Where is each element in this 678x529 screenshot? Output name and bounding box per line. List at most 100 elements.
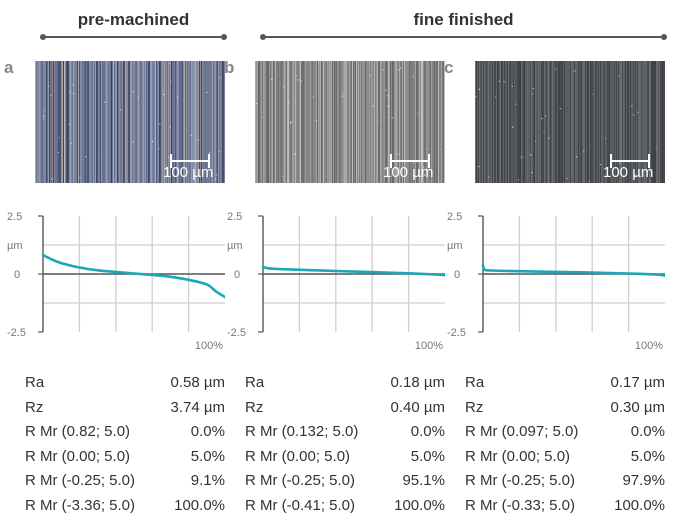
metric-row: R Mr (0.00; 5.0) 5.0%: [465, 445, 665, 470]
bearing-ratio-curve: [261, 265, 445, 277]
bracket-end-dot: [40, 34, 46, 40]
metric-value: 5.0%: [190, 447, 225, 465]
scale-bar-tick: [170, 154, 172, 168]
scale-bar-label: 100 µm: [383, 164, 434, 181]
metric-value: 95.1%: [402, 472, 445, 489]
metric-row: Ra 0.58 µm: [25, 371, 225, 396]
metric-row: R Mr (-0.25; 5.0) 97.9%: [465, 469, 665, 494]
metric-name: R Mr (-0.33; 5.0): [465, 496, 576, 514]
bracket-end-dot: [260, 34, 266, 40]
y-tick-label: 0: [234, 269, 240, 281]
roughness-table: Ra 0.18 µm Rz 0.40 µm R Mr (0.132; 5.0) 0.0% R…: [245, 371, 445, 518]
panel-c: c 100 µm 2.5 0 -2.5 µm 100% Ra 0.17 µm Rz 0.30 …: [440, 54, 665, 529]
metric-name: R Mr (0.00; 5.0): [25, 447, 131, 465]
y-tick-label: -2.5: [447, 327, 466, 339]
metric-value: 100.0%: [174, 496, 225, 514]
panel-b: b 100 µm 2.5 0 -2.5 µm 100% Ra 0.18 µm Rz 0.40 …: [220, 54, 445, 529]
panel-label: b: [224, 58, 235, 77]
metric-value: 0.40 µm: [390, 398, 446, 416]
metric-value: 0.0%: [630, 423, 665, 440]
metric-row: Rz 3.74 µm: [25, 396, 225, 421]
scale-bar-tick: [648, 154, 650, 168]
y-axis-label: µm: [227, 240, 243, 252]
metric-row: R Mr (0.132; 5.0) 0.0%: [245, 420, 445, 445]
panel-label: c: [444, 58, 454, 77]
y-tick-label: 2.5: [447, 211, 462, 223]
metric-name: R Mr (-0.41; 5.0): [245, 496, 356, 514]
metric-row: R Mr (0.00; 5.0) 5.0%: [245, 445, 445, 470]
metric-name: Ra: [465, 374, 485, 391]
scale-bar-line: [610, 160, 650, 162]
metric-value: 97.9%: [622, 472, 665, 489]
metric-value: 0.30 µm: [610, 398, 666, 416]
scale-bar-tick: [390, 154, 392, 168]
scale-bar-label: 100 µm: [163, 164, 214, 181]
metric-row: R Mr (-0.41; 5.0) 100.0%: [245, 494, 445, 519]
scale-bar-tick: [208, 154, 210, 168]
bearing-ratio-curve: [41, 253, 225, 299]
metric-row: R Mr (0.00; 5.0) 5.0%: [25, 445, 225, 470]
metric-row: R Mr (0.097; 5.0) 0.0%: [465, 420, 665, 445]
bearing-ratio-chart: 2.5 0 -2.5 µm 100%: [227, 211, 445, 352]
roughness-table: Ra 0.58 µm Rz 3.74 µm R Mr (0.82; 5.0) 0.0% R …: [25, 371, 225, 518]
metric-value: 100.0%: [394, 496, 445, 514]
metric-name: Ra: [245, 374, 265, 391]
metric-name: R Mr (-3.36; 5.0): [25, 496, 136, 514]
metric-row: Rz 0.30 µm: [465, 396, 665, 421]
roughness-table: Ra 0.17 µm Rz 0.30 µm R Mr (0.097; 5.0) 0.0% R…: [465, 371, 665, 518]
metric-value: 0.58 µm: [170, 374, 226, 391]
micrograph-image: 100 µm: [475, 61, 665, 183]
metric-row: Rz 0.40 µm: [245, 396, 445, 421]
y-tick-label: 0: [14, 269, 20, 281]
metric-name: R Mr (-0.25; 5.0): [25, 472, 136, 489]
y-tick-label: 0: [454, 269, 460, 281]
metric-row: Ra 0.17 µm: [465, 371, 665, 396]
metric-value: 3.74 µm: [170, 398, 226, 416]
bearing-ratio-curve: [481, 263, 665, 277]
metric-value: 0.0%: [410, 423, 445, 440]
metric-name: R Mr (-0.25; 5.0): [465, 472, 576, 489]
metric-name: R Mr (0.097; 5.0): [465, 423, 579, 440]
y-tick-label: -2.5: [227, 327, 246, 339]
bracket-end-dot: [221, 34, 227, 40]
metric-value: 0.17 µm: [610, 374, 666, 391]
y-tick-label: -2.5: [7, 327, 26, 339]
metric-name: R Mr (-0.25; 5.0): [245, 472, 356, 489]
bearing-ratio-chart: 2.5 0 -2.5 µm 100%: [7, 211, 225, 352]
metric-name: Rz: [245, 398, 264, 416]
y-tick-label: 2.5: [7, 211, 22, 223]
micrograph-image: 100 µm: [35, 61, 225, 183]
metric-row: R Mr (0.82; 5.0) 0.0%: [25, 420, 225, 445]
scale-bar-label: 100 µm: [603, 164, 654, 181]
metric-name: R Mr (0.00; 5.0): [245, 447, 351, 465]
metric-row: R Mr (-0.25; 5.0) 9.1%: [25, 469, 225, 494]
metric-row: R Mr (-0.25; 5.0) 95.1%: [245, 469, 445, 494]
metric-value: 5.0%: [630, 447, 665, 465]
metric-name: Rz: [465, 398, 484, 416]
scale-bar-line: [170, 160, 210, 162]
metric-value: 0.0%: [190, 423, 225, 440]
metric-row: R Mr (-3.36; 5.0) 100.0%: [25, 494, 225, 519]
group-bracket-line: [43, 36, 224, 38]
y-axis-label: µm: [447, 240, 463, 252]
y-axis-label: µm: [7, 240, 23, 252]
bracket-end-dot: [661, 34, 667, 40]
group-bracket-line: [263, 36, 664, 38]
scale-bar-tick: [428, 154, 430, 168]
metric-value: 5.0%: [410, 447, 445, 465]
bearing-ratio-chart: 2.5 0 -2.5 µm 100%: [447, 211, 665, 352]
group-header-fine-finished: fine finished: [260, 0, 667, 44]
metric-row: R Mr (-0.33; 5.0) 100.0%: [465, 494, 665, 519]
panel-a: a 100 µm 2.5 0 -2.5 µm 100% Ra 0.58 µm Rz 3.74 …: [0, 54, 225, 529]
scale-bar-line: [390, 160, 430, 162]
metric-name: R Mr (0.00; 5.0): [465, 447, 571, 465]
metric-name: R Mr (0.132; 5.0): [245, 423, 359, 440]
x-tick-label: 100%: [635, 340, 663, 352]
x-tick-label: 100%: [195, 340, 223, 352]
group-header-pre-machined: pre-machined: [40, 0, 227, 44]
y-tick-label: 2.5: [227, 211, 242, 223]
metric-value: 100.0%: [614, 496, 665, 514]
metric-name: Rz: [25, 398, 44, 416]
metric-value: 9.1%: [190, 472, 225, 489]
micrograph-image: 100 µm: [255, 61, 445, 183]
